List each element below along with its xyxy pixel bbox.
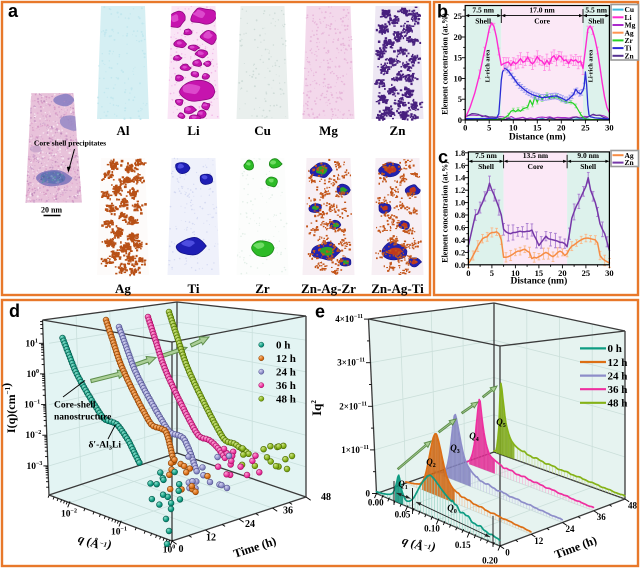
svg-text:Zr: Zr [255, 281, 270, 296]
svg-text:Shell: Shell [588, 17, 604, 26]
svg-text:Zn-Ag-Zr: Zn-Ag-Zr [301, 281, 356, 296]
svg-text:25: 25 [454, 11, 463, 21]
svg-text:30: 30 [605, 123, 614, 133]
svg-text:5: 5 [487, 123, 491, 133]
svg-text:0: 0 [458, 115, 462, 125]
svg-text:Al: Al [117, 123, 130, 138]
svg-text:Li-rich area: Li-rich area [485, 49, 492, 83]
svg-text:Cu: Cu [254, 123, 271, 138]
svg-text:Cu: Cu [625, 5, 635, 14]
svg-text:Mg: Mg [319, 123, 338, 138]
svg-text:Li-rich area: Li-rich area [588, 49, 595, 83]
svg-text:c: c [438, 147, 448, 167]
svg-text:20: 20 [557, 123, 566, 133]
svg-text:10: 10 [509, 123, 518, 133]
svg-text:Zr: Zr [625, 36, 634, 45]
svg-text:20: 20 [454, 32, 463, 42]
svg-text:10: 10 [454, 74, 463, 84]
svg-text:Ti: Ti [187, 281, 199, 296]
svg-text:Li: Li [625, 13, 632, 22]
svg-text:Zn: Zn [625, 51, 635, 60]
svg-text:Ti: Ti [625, 44, 632, 53]
svg-text:5.5 nm: 5.5 nm [585, 6, 607, 15]
svg-text:5: 5 [458, 94, 462, 104]
svg-text:Zn-Ag-Ti: Zn-Ag-Ti [371, 281, 424, 296]
svg-text:15: 15 [533, 123, 542, 133]
svg-text:20 nm: 20 nm [41, 206, 62, 215]
svg-text:b: b [437, 2, 448, 22]
svg-text:7.5 nm: 7.5 nm [472, 6, 494, 15]
svg-text:25: 25 [581, 123, 590, 133]
svg-text:Element concentration (at.%): Element concentration (at.%) [441, 13, 450, 115]
svg-text:a: a [8, 1, 19, 21]
svg-text:Li: Li [187, 123, 200, 138]
svg-text:Shell: Shell [475, 17, 491, 26]
svg-text:0: 0 [463, 123, 467, 133]
svg-text:Core: Core [534, 17, 550, 26]
svg-text:Ag: Ag [115, 281, 131, 296]
svg-text:Ag: Ag [625, 28, 634, 37]
svg-text:Zn: Zn [390, 123, 407, 138]
svg-text:Mg: Mg [625, 21, 636, 30]
svg-text:15: 15 [454, 53, 463, 63]
svg-text:17.0 nm: 17.0 nm [529, 6, 555, 15]
svg-text:Distance (nm): Distance (nm) [509, 132, 566, 143]
svg-text:Core shell precipitates: Core shell precipitates [34, 139, 106, 148]
